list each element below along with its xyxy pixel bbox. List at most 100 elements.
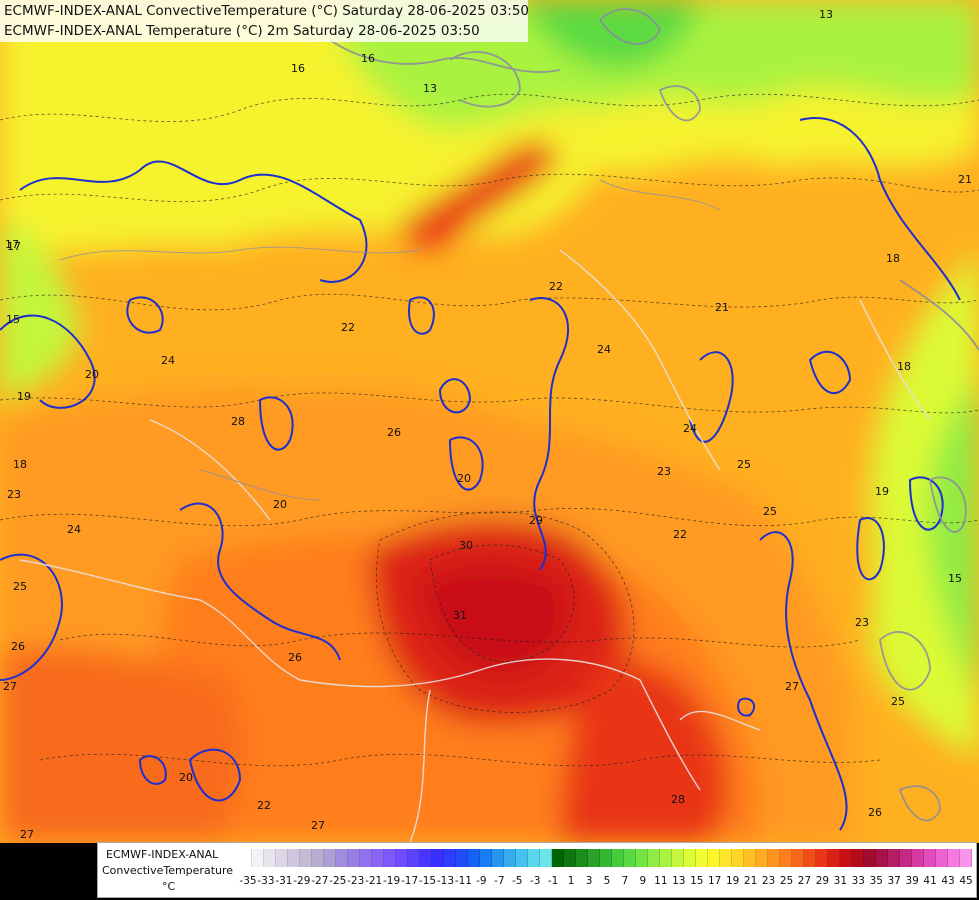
legend-swatch xyxy=(504,849,516,867)
legend-tick: 45 xyxy=(959,875,973,887)
legend-tick: 35 xyxy=(869,875,883,887)
legend-tick: -21 xyxy=(365,875,383,887)
legend-tick: 5 xyxy=(603,875,611,887)
legend-tick: 27 xyxy=(797,875,812,887)
contour-label: 18 xyxy=(897,360,911,373)
contour-labels: 13 16 13 16 17 15 20 22 24 22 19 18 23 28 26 20 24 20 25 26… xyxy=(3,8,972,841)
legend-swatch xyxy=(960,849,972,867)
contour-label: 24 xyxy=(161,354,175,367)
legend-tick: 41 xyxy=(923,875,937,887)
legend-swatch xyxy=(516,849,528,867)
legend-tick: 37 xyxy=(887,875,901,887)
contour-label: 15 xyxy=(6,313,20,326)
legend-swatch xyxy=(312,849,324,867)
legend-tick-labels: -35 -33 -31 -29 -27 -25 -23 -21 -19 -17 -15 -13 -11-… xyxy=(239,875,973,891)
legend-tick: -23 xyxy=(347,875,365,887)
legend-swatch xyxy=(864,849,876,867)
title-line-convective: ECMWF-INDEX-ANAL ConvectiveTemperature (… xyxy=(4,3,530,19)
legend-color-scale xyxy=(240,849,972,867)
legend-swatch xyxy=(360,849,372,867)
contour-label: 22 xyxy=(257,799,271,812)
contour-label: 19 xyxy=(17,390,31,403)
legend-tick: -7 xyxy=(494,875,505,887)
contour-label: 25 xyxy=(737,458,751,471)
contour-label: 13 xyxy=(423,82,437,95)
legend-swatch xyxy=(744,849,756,867)
legend-tick: -15 xyxy=(418,875,437,887)
legend-tick: 7 xyxy=(621,875,629,887)
legend-tick: -13 xyxy=(436,875,455,887)
legend-tick: -29 xyxy=(293,875,311,887)
legend-swatch xyxy=(480,849,492,867)
legend-swatch xyxy=(528,849,540,867)
legend-swatch xyxy=(852,849,864,867)
legend-tick: -9 xyxy=(476,875,487,887)
legend-swatch xyxy=(684,849,696,867)
legend-swatch xyxy=(432,849,444,867)
legend-unit: °C xyxy=(162,880,176,893)
legend-swatch xyxy=(588,849,600,867)
contour-label: 18 xyxy=(13,458,27,471)
legend-swatch xyxy=(240,849,252,867)
contour-label: 23 xyxy=(855,616,869,629)
contour-label: 21 xyxy=(958,173,972,186)
legend-swatch xyxy=(816,849,828,867)
legend-tick: -19 xyxy=(383,875,401,887)
title-line-temperature: ECMWF-INDEX-ANAL Temperature (°C) 2m Sat… xyxy=(4,23,480,39)
contour-label: 22 xyxy=(673,528,687,541)
legend-swatch xyxy=(720,849,732,867)
legend-tick: 23 xyxy=(761,875,776,887)
legend-tick: 21 xyxy=(743,875,758,887)
legend-tick: 43 xyxy=(941,875,955,887)
legend-swatch xyxy=(624,849,636,867)
legend-swatch xyxy=(420,849,432,867)
contour-label: 22 xyxy=(549,280,563,293)
legend-swatch xyxy=(348,849,360,867)
legend-tick: 19 xyxy=(725,875,740,887)
contour-label: 24 xyxy=(67,523,81,536)
legend-swatch xyxy=(648,849,660,867)
legend-swatch xyxy=(828,849,840,867)
legend-swatch xyxy=(768,849,780,867)
legend-swatch xyxy=(276,849,288,867)
contour-label: 27 xyxy=(311,819,325,832)
legend-tick: 17 xyxy=(708,875,722,887)
contour-label: 26 xyxy=(11,640,25,653)
legend-swatch xyxy=(912,849,924,867)
legend-swatch xyxy=(780,849,792,867)
country-borders xyxy=(19,249,931,843)
legend-swatch xyxy=(552,849,564,867)
temperature-map: 13 16 13 16 17 15 20 22 24 22 19 18 23 28 26 20 24 20 25 26… xyxy=(0,0,979,843)
legend-tick: -3 xyxy=(529,875,541,887)
legend-swatch xyxy=(936,849,948,867)
legend-swatch xyxy=(900,849,912,867)
legend-swatch xyxy=(756,849,768,867)
legend-swatch xyxy=(792,849,804,867)
legend-tick: 29 xyxy=(815,875,830,887)
legend-tick: 3 xyxy=(585,875,593,887)
legend-swatch xyxy=(492,849,504,867)
contour-label: 21 xyxy=(715,301,729,314)
contour-label: 15 xyxy=(948,572,962,585)
legend-swatch xyxy=(444,849,456,867)
contour-label: 17 xyxy=(5,238,19,251)
contour-label: 28 xyxy=(671,793,685,806)
legend-swatch xyxy=(456,849,468,867)
legend-swatch xyxy=(672,849,684,867)
legend-tick: -11 xyxy=(454,875,472,887)
contour-label: 18 xyxy=(886,252,900,265)
legend-tick: 31 xyxy=(833,875,848,887)
contour-label: 28 xyxy=(231,415,245,428)
legend-swatch xyxy=(540,849,552,867)
legend-swatch xyxy=(840,849,852,867)
legend-swatch xyxy=(396,849,408,867)
temperature-field xyxy=(0,0,979,843)
legend-tick: 33 xyxy=(851,875,865,887)
legend-swatch xyxy=(612,849,624,867)
legend-swatch xyxy=(600,849,612,867)
contour-label: 25 xyxy=(763,505,777,518)
legend-tick: -25 xyxy=(329,875,347,887)
legend-swatch xyxy=(264,849,276,867)
contour-label: 16 xyxy=(361,52,375,65)
legend-swatch xyxy=(876,849,888,867)
